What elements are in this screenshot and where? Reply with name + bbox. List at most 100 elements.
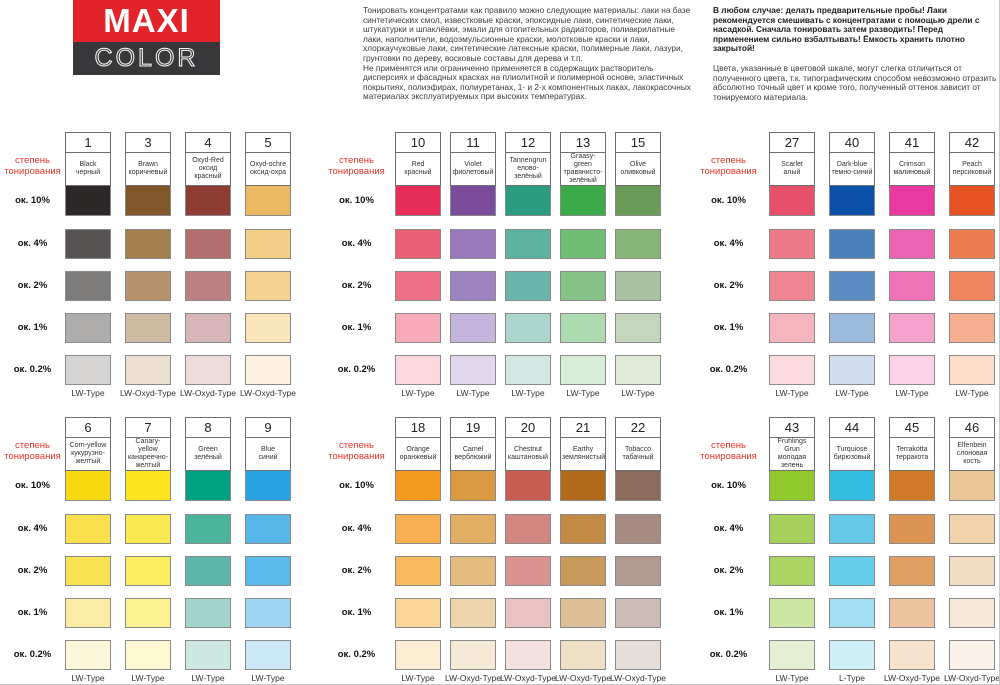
tint-level-label[interactable]: ок. 2% xyxy=(713,565,744,576)
color-name-box[interactable]: Orange оранжевый xyxy=(395,438,441,471)
color-swatch[interactable] xyxy=(769,514,815,544)
paint-type-label[interactable]: LW-Type xyxy=(615,388,661,398)
color-name-box[interactable]: Terrakotta терракота xyxy=(889,438,935,471)
color-name-en[interactable]: Oxyd-ochre xyxy=(249,161,287,168)
color-swatch[interactable] xyxy=(185,355,231,385)
color-swatch[interactable] xyxy=(245,471,291,501)
color-swatch[interactable] xyxy=(560,186,606,216)
color-number[interactable]: 45 xyxy=(889,417,935,438)
color-name-box[interactable]: Elfenbein слоновая кость xyxy=(949,438,995,471)
color-number[interactable]: 15 xyxy=(615,132,661,153)
color-name-ru[interactable]: оксид-охра xyxy=(250,169,286,176)
paint-type-label[interactable]: LW-Oxyd-Type xyxy=(445,673,501,683)
color-swatch[interactable] xyxy=(949,471,995,501)
color-column[interactable]: 15 Olive оливковый LW-Type xyxy=(615,132,661,398)
tint-level-label[interactable]: ок. 4% xyxy=(17,238,48,249)
color-column[interactable]: 44 Turquiose бирюзовый L-Type xyxy=(829,417,875,683)
color-number[interactable]: 8 xyxy=(185,417,231,438)
color-name-ru[interactable]: елово-зелёный xyxy=(514,165,542,180)
color-number[interactable]: 3 xyxy=(125,132,171,153)
paint-type-label[interactable]: LW-Oxyd-Type xyxy=(944,673,999,683)
color-name-ru[interactable]: черный xyxy=(75,169,101,176)
color-name-box[interactable]: Dark-blue темно-синий xyxy=(829,153,875,186)
color-name-box[interactable]: Oxyd-ochre оксид-охра xyxy=(245,153,291,186)
tint-level-label[interactable]: ок. 2% xyxy=(341,280,372,291)
color-name-box[interactable]: Red красный xyxy=(395,153,441,186)
paint-type-label[interactable]: LW-Type xyxy=(769,388,815,398)
tint-degree-labels[interactable]: степень тонирования ок. 10% ок. 4% ок. 2% ок… xyxy=(688,417,769,684)
tint-level-label[interactable]: ок. 10% xyxy=(15,195,50,206)
tint-degree-title[interactable]: степень тонирования xyxy=(700,155,757,177)
color-column[interactable]: 4 Oxyd-Red оксид красный LW-Oxyd-Type xyxy=(180,132,236,398)
color-swatch[interactable] xyxy=(615,355,661,385)
color-swatch[interactable] xyxy=(769,556,815,586)
color-swatch[interactable] xyxy=(889,186,935,216)
color-name-en[interactable]: Scarlet xyxy=(781,161,803,168)
color-name-en[interactable]: Brawn xyxy=(138,161,158,168)
tint-level-label[interactable]: ок. 2% xyxy=(713,280,744,291)
color-name-ru[interactable]: терракота xyxy=(895,454,929,461)
color-name-ru[interactable]: оливковый xyxy=(620,169,656,176)
color-name-box[interactable]: Black черный xyxy=(65,153,111,186)
color-swatch[interactable] xyxy=(505,640,551,670)
color-swatch[interactable] xyxy=(450,355,496,385)
color-swatch[interactable] xyxy=(395,514,441,544)
color-swatch[interactable] xyxy=(769,598,815,628)
color-name-ru[interactable]: землянистый xyxy=(562,454,606,461)
color-swatch[interactable] xyxy=(245,355,291,385)
color-swatch[interactable] xyxy=(65,556,111,586)
color-swatch[interactable] xyxy=(245,313,291,343)
color-swatch[interactable] xyxy=(889,229,935,259)
color-column[interactable]: 43 Fruhlings Grun молодая зелень LW-Type xyxy=(769,417,815,683)
color-swatch[interactable] xyxy=(560,471,606,501)
color-name-en[interactable]: Crimson xyxy=(898,161,926,168)
tint-level-label[interactable]: ок. 1% xyxy=(713,607,744,618)
color-swatch[interactable] xyxy=(65,471,111,501)
color-swatch[interactable] xyxy=(245,640,291,670)
paint-type-label[interactable]: LW-Type xyxy=(450,388,496,398)
color-name-box[interactable]: Blue синий xyxy=(245,438,291,471)
color-name-en[interactable]: Peach xyxy=(962,161,982,168)
color-name-box[interactable]: Violet фиолетовый xyxy=(450,153,496,186)
color-swatch[interactable] xyxy=(450,313,496,343)
color-swatch[interactable] xyxy=(505,271,551,301)
color-swatch[interactable] xyxy=(125,640,171,670)
paint-type-label[interactable]: LW-Oxyd-Type xyxy=(120,388,176,398)
color-column[interactable]: 20 Chestnut каштановый LW-Oxyd-Type xyxy=(500,417,556,683)
color-column[interactable]: 10 Red красный LW-Type xyxy=(395,132,441,398)
color-number[interactable]: 18 xyxy=(395,417,441,438)
color-swatch[interactable] xyxy=(560,355,606,385)
color-swatch[interactable] xyxy=(185,471,231,501)
color-swatch[interactable] xyxy=(125,514,171,544)
color-name-box[interactable]: Brawn коричневый xyxy=(125,153,171,186)
color-swatch[interactable] xyxy=(769,186,815,216)
color-swatch[interactable] xyxy=(125,355,171,385)
color-name-en[interactable]: Orange xyxy=(406,446,430,453)
paint-type-label[interactable]: LW-Type xyxy=(949,388,995,398)
color-swatch[interactable] xyxy=(615,229,661,259)
color-swatch[interactable] xyxy=(769,271,815,301)
tint-level-label[interactable]: ок. 1% xyxy=(713,322,744,333)
color-number[interactable]: 9 xyxy=(245,417,291,438)
color-swatch[interactable] xyxy=(450,598,496,628)
color-name-en[interactable]: Elfenbein xyxy=(957,442,987,449)
color-swatch[interactable] xyxy=(245,271,291,301)
tint-degree-title[interactable]: степень тонирования xyxy=(4,155,61,177)
color-name-ru[interactable]: темно-синий xyxy=(831,169,873,176)
color-column[interactable]: 45 Terrakotta терракота LW-Oxyd-Type xyxy=(884,417,940,683)
color-name-ru[interactable]: верблюжий xyxy=(454,454,492,461)
color-swatch[interactable] xyxy=(889,640,935,670)
color-name-en[interactable]: Blue xyxy=(260,446,275,453)
tint-level-label[interactable]: ок. 4% xyxy=(341,238,372,249)
color-swatch[interactable] xyxy=(949,355,995,385)
color-name-ru[interactable]: персиковый xyxy=(952,169,992,176)
color-name-en[interactable]: Chestnut xyxy=(513,446,543,453)
color-swatch[interactable] xyxy=(505,355,551,385)
color-swatch[interactable] xyxy=(829,271,875,301)
paint-type-label[interactable]: LW-Oxyd-Type xyxy=(180,388,236,398)
color-swatch[interactable] xyxy=(949,556,995,586)
color-columns[interactable]: 27 Scarlet алый LW-Type 40 Dark-blue темно-син… xyxy=(769,132,995,398)
color-swatch[interactable] xyxy=(65,313,111,343)
color-swatch[interactable] xyxy=(125,229,171,259)
color-swatch[interactable] xyxy=(505,313,551,343)
